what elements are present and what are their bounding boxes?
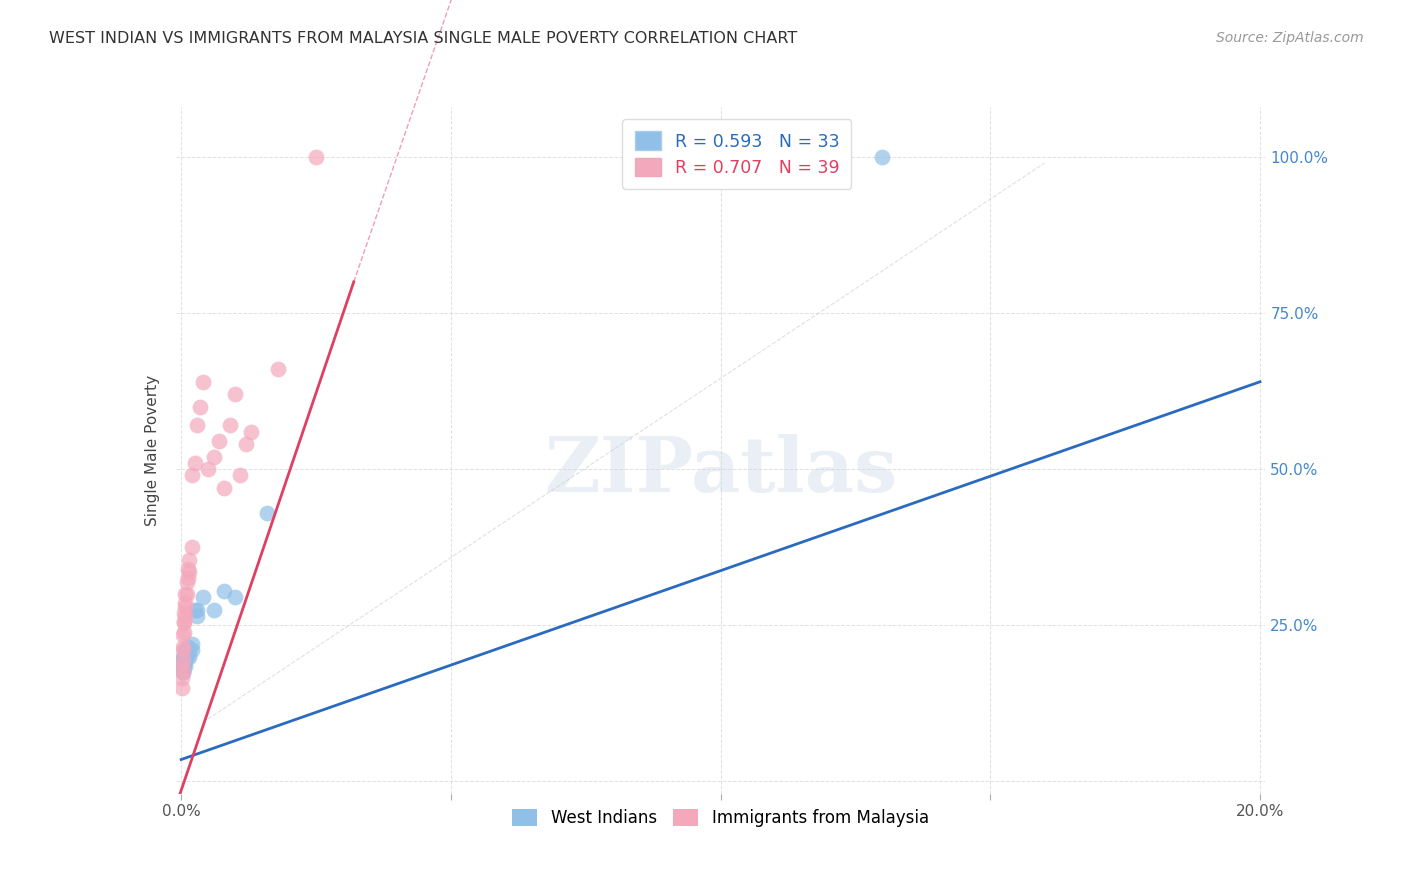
Point: [181, 637, 204, 651]
Legend: West Indians, Immigrants from Malaysia: West Indians, Immigrants from Malaysia: [506, 802, 935, 834]
Point: [172, 665, 194, 680]
Point: [173, 615, 195, 630]
Point: [170, 658, 193, 673]
Point: [173, 656, 195, 670]
Text: Source: ZipAtlas.com: Source: ZipAtlas.com: [1216, 31, 1364, 45]
Point: [177, 571, 200, 585]
Point: [176, 643, 198, 657]
Point: [172, 628, 194, 642]
Point: [188, 400, 211, 414]
Point: [191, 591, 214, 605]
Point: [197, 462, 219, 476]
Point: [172, 640, 194, 655]
Point: [172, 649, 194, 664]
Point: [172, 653, 194, 667]
Point: [176, 640, 198, 655]
Point: [173, 658, 195, 673]
Point: [186, 608, 208, 623]
Point: [186, 603, 208, 617]
Point: [173, 606, 195, 620]
Point: [174, 649, 197, 664]
Point: [174, 599, 197, 614]
Point: [176, 587, 198, 601]
Point: [173, 615, 195, 630]
Point: [172, 656, 194, 670]
Point: [202, 603, 225, 617]
Point: [183, 603, 205, 617]
Point: [179, 643, 201, 657]
Point: [183, 456, 205, 470]
Point: [214, 584, 236, 599]
Point: [174, 658, 197, 673]
Point: [176, 562, 198, 576]
Point: [181, 468, 204, 483]
Point: [179, 649, 201, 664]
Point: [235, 437, 257, 451]
Point: [174, 653, 197, 667]
Point: [214, 481, 236, 495]
Point: [267, 362, 290, 376]
Point: [174, 643, 197, 657]
Point: [172, 665, 194, 680]
Point: [179, 566, 201, 580]
Point: [305, 150, 328, 164]
Text: WEST INDIAN VS IMMIGRANTS FROM MALAYSIA SINGLE MALE POVERTY CORRELATION CHART: WEST INDIAN VS IMMIGRANTS FROM MALAYSIA …: [49, 31, 797, 46]
Y-axis label: Single Male Poverty: Single Male Poverty: [145, 375, 160, 526]
Point: [256, 506, 278, 520]
Point: [172, 643, 194, 657]
Point: [173, 653, 195, 667]
Point: [173, 624, 195, 639]
Point: [224, 591, 246, 605]
Point: [172, 671, 194, 685]
Point: [224, 387, 246, 401]
Point: [174, 597, 197, 611]
Point: [172, 681, 194, 695]
Point: [174, 608, 197, 623]
Point: [174, 646, 197, 660]
Point: [181, 541, 204, 555]
Point: [174, 587, 197, 601]
Point: [176, 574, 198, 589]
Point: [240, 425, 263, 439]
Point: [202, 450, 225, 464]
Point: [191, 375, 214, 389]
Point: [176, 649, 198, 664]
Point: [179, 552, 201, 567]
Point: [229, 468, 252, 483]
Point: [173, 649, 195, 664]
Point: [186, 418, 208, 433]
Point: [218, 418, 240, 433]
Point: [181, 643, 204, 657]
Point: [208, 434, 231, 449]
Point: [177, 646, 200, 660]
Point: [172, 665, 194, 680]
Point: [172, 653, 194, 667]
Text: ZIPatlas: ZIPatlas: [544, 434, 897, 508]
Point: [174, 646, 197, 660]
Point: [172, 658, 194, 673]
Point: [872, 150, 894, 164]
